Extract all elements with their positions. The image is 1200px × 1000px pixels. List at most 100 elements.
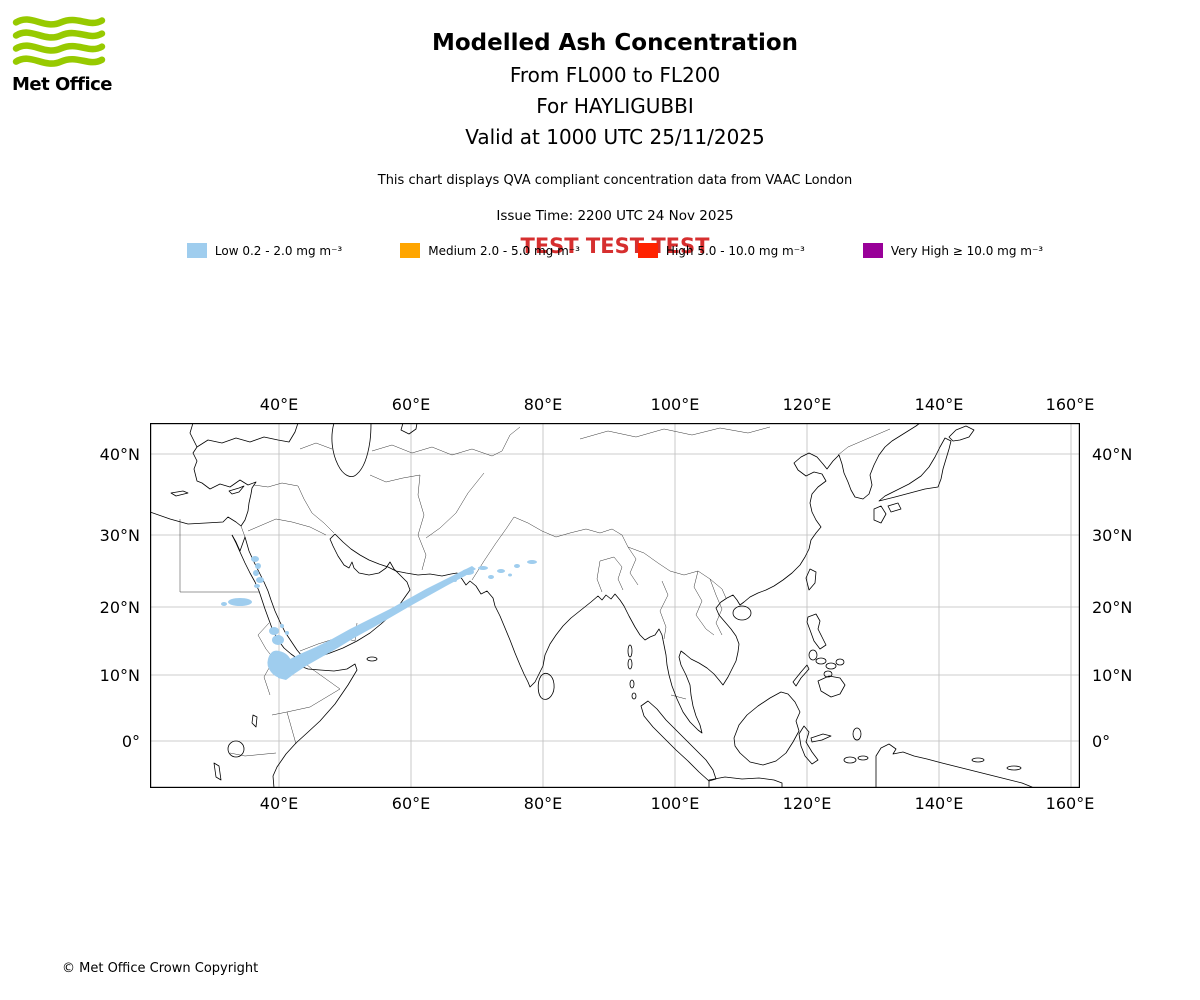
island-new-guinea bbox=[875, 743, 1033, 789]
coastline-arabia bbox=[231, 533, 411, 661]
y-tick-left-20n: 20°N bbox=[99, 598, 140, 617]
ash-patch-india-3 bbox=[488, 575, 494, 579]
x-tick-top-40e: 40°E bbox=[259, 395, 299, 414]
island-mindoro bbox=[808, 649, 818, 661]
x-tick-bottom-140e: 140°E bbox=[914, 794, 964, 813]
x-tick-top-120e: 120°E bbox=[782, 395, 832, 414]
island-hokkaido bbox=[948, 425, 975, 442]
high-swatch bbox=[637, 243, 658, 258]
island-sumatra bbox=[640, 700, 717, 782]
island-nicobar-1 bbox=[629, 679, 635, 689]
legend-item-medium: Medium 2.0 - 5.0 mg m⁻³ bbox=[400, 243, 580, 258]
island-sulawesi bbox=[798, 725, 832, 765]
ash-patch-india-2 bbox=[527, 560, 537, 564]
ash-patch-sudan-dot bbox=[221, 602, 227, 606]
ash-patch-red-sea-4 bbox=[256, 577, 264, 583]
aral-sea bbox=[400, 422, 418, 435]
island-honshu bbox=[878, 437, 952, 502]
y-tick-right-10n: 10°N bbox=[1092, 666, 1133, 685]
y-tick-left-30n: 30°N bbox=[99, 526, 140, 545]
y-tick-right-30n: 30°N bbox=[1092, 526, 1133, 545]
ash-patch-red-sea-5 bbox=[254, 584, 260, 588]
x-tick-bottom-60e: 60°E bbox=[391, 794, 431, 813]
y-tick-right-40n: 40°N bbox=[1092, 445, 1133, 464]
x-tick-top-100e: 100°E bbox=[650, 395, 700, 414]
ash-patch-arabian-sea-1 bbox=[462, 569, 474, 575]
island-java bbox=[708, 776, 783, 789]
y-tick-left-40n: 40°N bbox=[99, 445, 140, 464]
y-tick-left-10n: 10°N bbox=[99, 666, 140, 685]
island-panay bbox=[815, 657, 827, 665]
legend-item-low: Low 0.2 - 2.0 mg m⁻³ bbox=[186, 243, 343, 258]
medium-label: Medium 2.0 - 5.0 mg m⁻³ bbox=[428, 243, 580, 258]
ash-patch-red-sea-2 bbox=[255, 563, 261, 569]
page-title: Modelled Ash Concentration bbox=[431, 30, 799, 56]
coastline-mediterranean bbox=[149, 446, 257, 527]
x-tick-bottom-120e: 120°E bbox=[782, 794, 832, 813]
test-banner: TEST TEST TEST bbox=[520, 234, 710, 258]
lake-victoria bbox=[227, 740, 245, 758]
concentration-legend: Low 0.2 - 2.0 mg m⁻³ Medium 2.0 - 5.0 mg… bbox=[30, 243, 1200, 258]
ash-patch-arabian-sea-2 bbox=[478, 566, 488, 570]
island-taiwan bbox=[805, 568, 817, 591]
island-crete bbox=[170, 490, 189, 497]
island-nicobar-2 bbox=[631, 692, 637, 700]
island-kyushu bbox=[873, 505, 887, 524]
x-tick-bottom-160e: 160°E bbox=[1045, 794, 1095, 813]
ash-patch-eritrea-1 bbox=[269, 627, 279, 635]
coastlines bbox=[149, 422, 1033, 789]
very-high-label: Very High ≥ 10.0 mg m⁻³ bbox=[890, 243, 1044, 258]
volcano-subtitle: For HAYLIGUBBI bbox=[536, 94, 694, 118]
chart-header: Modelled Ash Concentration From FL000 to… bbox=[30, 0, 1200, 258]
issue-time: Issue Time: 2200 UTC 24 Nov 2025 bbox=[496, 208, 734, 224]
x-tick-bottom-100e: 100°E bbox=[650, 794, 700, 813]
map-frame bbox=[150, 423, 1080, 788]
ash-low-overlay bbox=[221, 556, 537, 680]
copyright-text: © Met Office Crown Copyright bbox=[62, 961, 259, 976]
island-new-ireland bbox=[1006, 765, 1022, 771]
met-office-waves-icon bbox=[12, 16, 106, 67]
country-borders bbox=[179, 426, 891, 757]
ash-patch-eritrea-4 bbox=[285, 631, 289, 635]
island-seram bbox=[843, 756, 857, 764]
very-high-swatch bbox=[862, 243, 883, 258]
lake-tanganyika bbox=[213, 762, 222, 781]
low-label: Low 0.2 - 2.0 mg m⁻³ bbox=[214, 243, 343, 258]
met-office-logo-text: Met Office bbox=[12, 74, 113, 95]
island-hainan bbox=[732, 605, 752, 621]
x-tick-bottom-40e: 40°E bbox=[259, 794, 299, 813]
island-socotra bbox=[366, 656, 378, 662]
island-palawan bbox=[792, 664, 810, 687]
ash-patch-red-sea-1 bbox=[251, 556, 259, 562]
map-panel bbox=[149, 422, 1080, 789]
ash-map bbox=[149, 422, 1080, 789]
medium-swatch bbox=[400, 243, 421, 258]
ash-patch-india-4 bbox=[508, 573, 512, 577]
x-tick-top-60e: 60°E bbox=[391, 395, 431, 414]
x-tick-bottom-80e: 80°E bbox=[523, 794, 563, 813]
map-gridlines bbox=[150, 423, 1080, 788]
met-office-logo: Met Office bbox=[12, 14, 113, 95]
high-label: High 5.0 - 10.0 mg m⁻³ bbox=[665, 243, 805, 258]
ash-patch-india-1 bbox=[514, 564, 520, 568]
x-tick-top-80e: 80°E bbox=[523, 395, 563, 414]
coastline-asia-mainland bbox=[334, 422, 921, 734]
ash-patch-red-sea-3 bbox=[253, 570, 259, 576]
ash-plume-main-band bbox=[276, 566, 476, 680]
island-borneo bbox=[733, 691, 801, 766]
lake-turkana bbox=[251, 714, 258, 728]
island-samar bbox=[835, 658, 845, 666]
island-cyprus bbox=[228, 485, 245, 495]
ash-patch-eritrea-2 bbox=[272, 635, 284, 645]
ash-patch-eritrea-3 bbox=[280, 624, 284, 628]
legend-item-high: High 5.0 - 10.0 mg m⁻³ bbox=[637, 243, 805, 258]
island-bohol bbox=[823, 670, 833, 678]
ash-patch-arabian-sea-3 bbox=[497, 569, 505, 573]
x-tick-top-140e: 140°E bbox=[914, 395, 964, 414]
legend-item-very-high: Very High ≥ 10.0 mg m⁻³ bbox=[862, 243, 1044, 258]
qva-description: This chart displays QVA compliant concen… bbox=[377, 173, 853, 188]
ash-patch-sudan-streak bbox=[228, 598, 252, 606]
ash-patch-india-5 bbox=[453, 578, 457, 582]
y-tick-right-20n: 20°N bbox=[1092, 598, 1133, 617]
